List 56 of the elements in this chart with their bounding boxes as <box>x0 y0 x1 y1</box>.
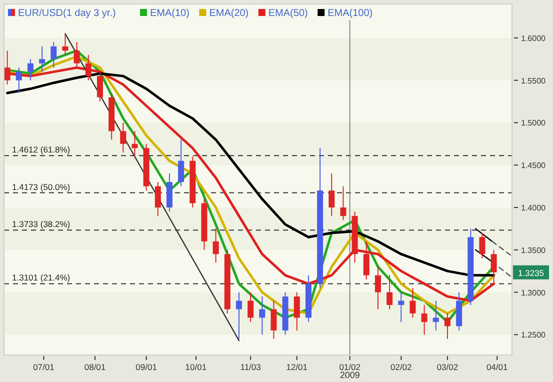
x-tick-label: 04/01 <box>486 362 508 372</box>
candlestick <box>62 33 68 56</box>
y-tick-label: 1.2500 <box>521 330 546 340</box>
x-tick-label: 10/01 <box>185 362 207 372</box>
candlestick <box>154 182 161 216</box>
y-tick-label: 1.3000 <box>521 288 546 298</box>
candlestick <box>132 130 138 158</box>
legend-label: EUR/USD(1 day 3 yr.) <box>18 8 116 19</box>
candlestick <box>328 173 335 216</box>
candlestick <box>259 296 266 336</box>
candlestick <box>444 312 450 340</box>
candlestick <box>212 228 219 264</box>
x-tick-label: 09/01 <box>136 362 158 372</box>
x-tick-label: 12/01 <box>286 362 308 372</box>
candlestick <box>236 292 242 340</box>
candlestick <box>374 266 381 310</box>
candlestick <box>294 292 300 331</box>
candlestick <box>248 292 254 322</box>
ref-line-label: 1.4173 (50.0%) <box>12 182 70 192</box>
y-tick-label: 1.6000 <box>521 34 546 43</box>
legend-label: EMA(10) <box>150 8 190 19</box>
candlestick <box>363 240 370 280</box>
candlestick <box>386 274 393 310</box>
legend-label: EMA(20) <box>209 8 249 19</box>
candlestick <box>178 139 184 187</box>
candlestick <box>120 122 126 153</box>
text: 2009 <box>340 370 360 380</box>
candlestick <box>479 232 486 259</box>
candlestick <box>270 300 277 340</box>
candlestick <box>39 46 46 72</box>
x-tick-label: 11/03 <box>240 362 262 372</box>
annotation: 1.3235 <box>518 268 544 278</box>
legend-label: EMA(100) <box>328 8 373 19</box>
x-tick-label: 01/02 <box>339 362 361 372</box>
ref-line-label: 1.3733 (38.2%) <box>12 219 70 230</box>
ref-line-label: 1.4612 (61.8%) <box>12 144 70 155</box>
candlestick <box>398 292 404 322</box>
candlestick <box>410 288 416 318</box>
candlestick <box>421 304 428 336</box>
y-tick-label: 1.4500 <box>521 161 546 170</box>
candlestick <box>432 300 439 331</box>
y-tick-label: 1.5000 <box>521 118 546 128</box>
x-tick-label: 03/02 <box>436 362 458 372</box>
candlestick <box>16 67 22 94</box>
ref-line-label: 1.3101 (21.4%) <box>12 272 70 283</box>
y-tick-label: 1.5500 <box>521 76 546 86</box>
y-tick-label: 1.4000 <box>521 203 546 212</box>
x-tick-label: 02/02 <box>390 362 412 372</box>
candlestick <box>50 42 57 68</box>
candlestick <box>340 186 346 221</box>
candlestick <box>27 58 34 81</box>
x-tick-label: 07/01 <box>33 362 55 372</box>
x-tick-label: 08/01 <box>84 362 106 372</box>
candlestick <box>96 71 103 102</box>
legend-label: EMA(50) <box>268 8 308 19</box>
y-tick-label: 1.3500 <box>521 246 546 255</box>
